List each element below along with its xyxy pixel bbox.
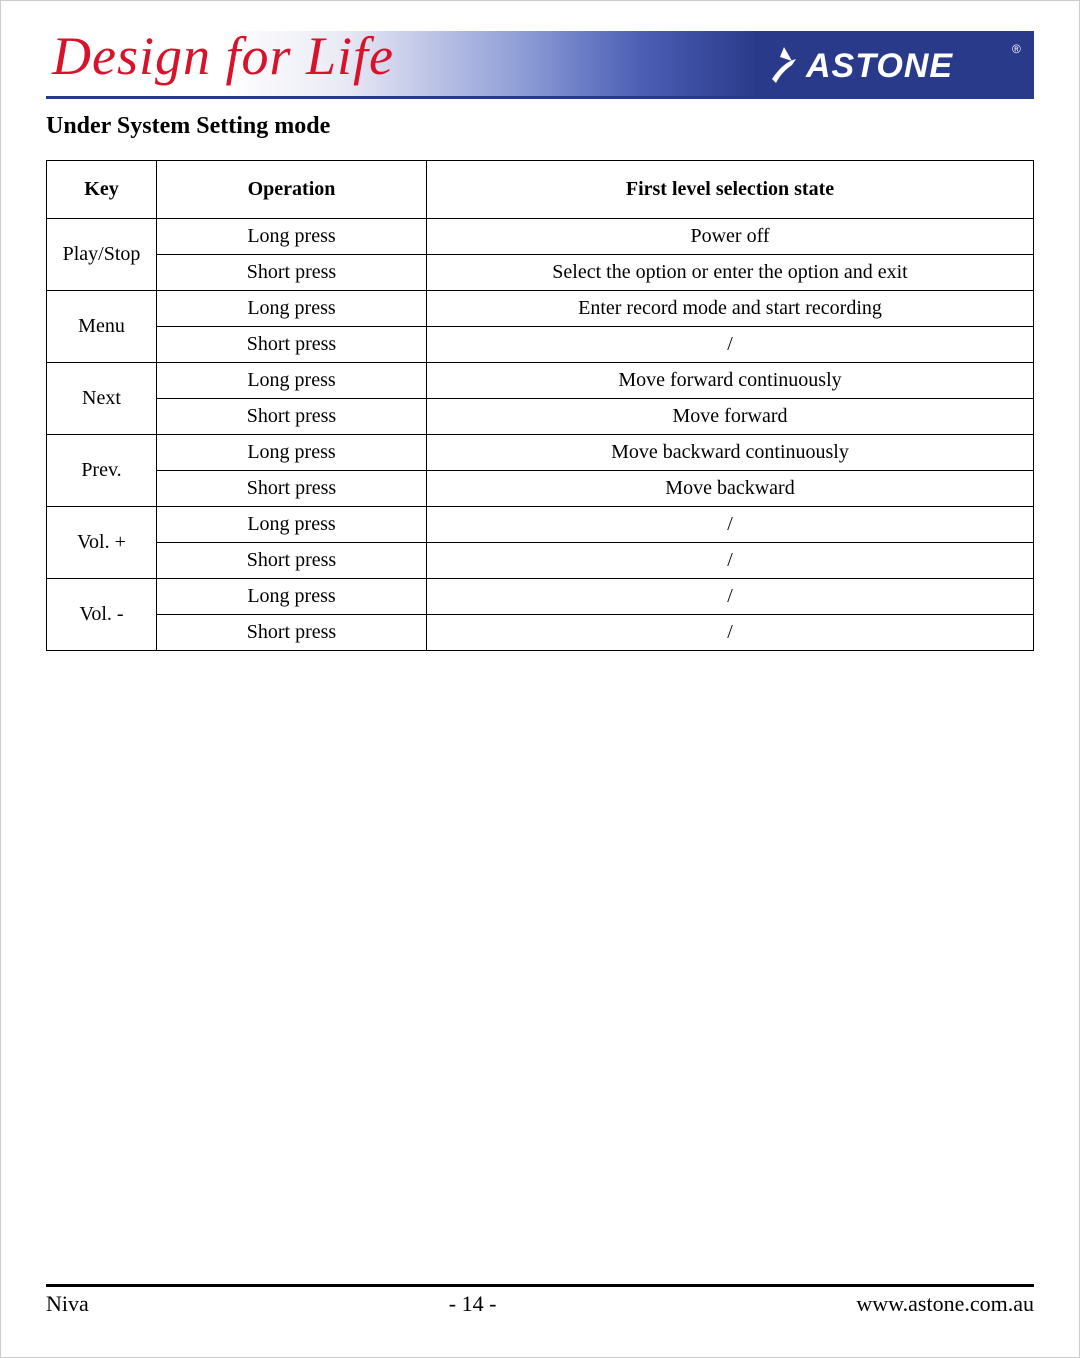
table-header-row: Key Operation First level selection stat… — [47, 161, 1034, 219]
cell-state: Power off — [427, 219, 1034, 255]
table-row: Short press/ — [47, 615, 1034, 651]
cell-operation: Long press — [157, 291, 427, 327]
brand-logo: ASTONE ® — [766, 39, 1026, 89]
cell-key: Play/Stop — [47, 219, 157, 291]
table-row: MenuLong pressEnter record mode and star… — [47, 291, 1034, 327]
cell-state: Enter record mode and start recording — [427, 291, 1034, 327]
cell-operation: Long press — [157, 507, 427, 543]
cell-state: / — [427, 327, 1034, 363]
table-row: Short press/ — [47, 543, 1034, 579]
cell-operation: Long press — [157, 363, 427, 399]
cell-state: Move forward — [427, 399, 1034, 435]
table-row: Vol. -Long press/ — [47, 579, 1034, 615]
cell-operation: Short press — [157, 543, 427, 579]
cell-operation: Short press — [157, 399, 427, 435]
svg-text:®: ® — [1012, 42, 1021, 56]
cell-operation: Long press — [157, 435, 427, 471]
cell-operation: Long press — [157, 219, 427, 255]
table-row: Play/StopLong pressPower off — [47, 219, 1034, 255]
cell-operation: Short press — [157, 615, 427, 651]
table-row: Short press/ — [47, 327, 1034, 363]
cell-key: Vol. + — [47, 507, 157, 579]
page-footer: Niva - 14 - www.astone.com.au — [46, 1284, 1034, 1317]
astone-logo-icon: ASTONE ® — [766, 39, 1026, 89]
cell-state: / — [427, 543, 1034, 579]
footer-right: www.astone.com.au — [856, 1291, 1034, 1317]
cell-state: / — [427, 579, 1034, 615]
footer-row: Niva - 14 - www.astone.com.au — [46, 1291, 1034, 1317]
footer-left: Niva — [46, 1291, 89, 1317]
cell-state: Move backward — [427, 471, 1034, 507]
table-row: Short pressMove forward — [47, 399, 1034, 435]
cell-state: / — [427, 507, 1034, 543]
cell-key: Next — [47, 363, 157, 435]
table-row: NextLong pressMove forward continuously — [47, 363, 1034, 399]
header-banner: Design for Life ASTONE ® — [46, 31, 1034, 99]
section-title: Under System Setting mode — [46, 113, 1034, 140]
footer-rule — [46, 1284, 1034, 1287]
cell-state: / — [427, 615, 1034, 651]
table-row: Prev.Long pressMove backward continuousl… — [47, 435, 1034, 471]
page: Design for Life ASTONE ® Under System Se… — [0, 0, 1080, 1358]
cell-key: Prev. — [47, 435, 157, 507]
col-header-key: Key — [47, 161, 157, 219]
cell-key: Menu — [47, 291, 157, 363]
table-row: Short pressSelect the option or enter th… — [47, 255, 1034, 291]
cell-operation: Short press — [157, 471, 427, 507]
cell-operation: Long press — [157, 579, 427, 615]
slogan-text: Design for Life — [52, 25, 394, 87]
table-row: Short pressMove backward — [47, 471, 1034, 507]
key-operation-table: Key Operation First level selection stat… — [46, 160, 1034, 651]
cell-operation: Short press — [157, 255, 427, 291]
col-header-state: First level selection state — [427, 161, 1034, 219]
cell-state: Move backward continuously — [427, 435, 1034, 471]
cell-key: Vol. - — [47, 579, 157, 651]
col-header-operation: Operation — [157, 161, 427, 219]
cell-state: Move forward continuously — [427, 363, 1034, 399]
footer-center: - 14 - — [449, 1291, 497, 1317]
cell-operation: Short press — [157, 327, 427, 363]
cell-state: Select the option or enter the option an… — [427, 255, 1034, 291]
table-row: Vol. +Long press/ — [47, 507, 1034, 543]
svg-text:ASTONE: ASTONE — [805, 47, 953, 85]
